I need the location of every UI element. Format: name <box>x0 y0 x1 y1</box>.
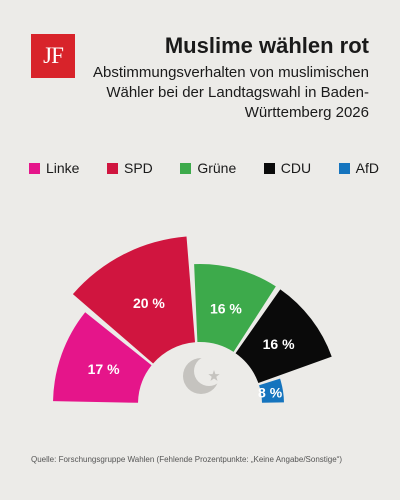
segment-linke <box>53 312 152 403</box>
chart-data-labels: 17 % 20 % 16 % 16 % 8 % <box>88 295 295 400</box>
legend-label: AfD <box>355 160 379 176</box>
legend-item-spd: SPD <box>107 160 153 176</box>
chart-title: Muslime wählen rot <box>164 33 369 58</box>
legend-label: Grüne <box>197 160 237 176</box>
legend-item-afd: AfD <box>338 160 379 176</box>
legend-item-cdu: CDU <box>263 160 312 176</box>
data-label-afd: 8 % <box>258 385 283 401</box>
data-label-gruene: 16 % <box>210 301 242 317</box>
legend-swatch <box>338 162 350 174</box>
legend-item-gruene: Grüne <box>180 160 236 176</box>
segment-gruene <box>194 264 276 352</box>
data-label-cdu: 16 % <box>263 336 295 352</box>
data-label-spd: 20 % <box>133 295 165 311</box>
legend-swatch <box>29 162 40 174</box>
legend-item-linke: Linke <box>29 160 79 176</box>
legend-label: CDU <box>280 160 312 176</box>
legend-swatch <box>180 162 192 174</box>
logo-text: JF <box>43 43 64 68</box>
logo: JF <box>31 34 75 78</box>
chart-segments <box>53 236 332 403</box>
chart-subtitle: Abstimmungsverhalten von muslimischen Wä… <box>93 64 369 121</box>
legend-label: SPD <box>124 160 153 176</box>
segment-spd <box>72 236 196 364</box>
source-note: Quelle: Forschungsgruppe Wahlen (Fehlend… <box>31 455 343 464</box>
crescent-star-icon <box>183 356 224 394</box>
segment-afd <box>259 378 284 403</box>
segment-cdu <box>235 289 332 383</box>
legend-swatch <box>263 162 275 174</box>
legend-label: Linke <box>46 160 80 176</box>
data-label-linke: 17 % <box>88 361 120 377</box>
legend-swatch <box>107 162 118 174</box>
legend: Linke SPD Grüne CDU AfD <box>29 160 379 176</box>
